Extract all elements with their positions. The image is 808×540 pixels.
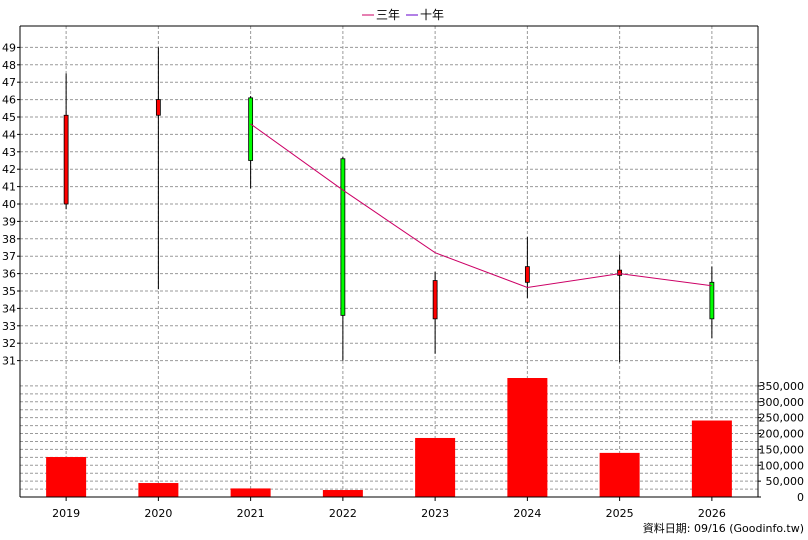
plot-frame [19,25,759,498]
price-tick-label: 33 [2,320,16,333]
x-tick-label: 2019 [52,507,80,520]
x-tick-label: 2021 [237,507,265,520]
price-tick-label: 48 [2,59,16,72]
volume-tick-label: 200,000 [759,428,805,441]
volume-tick-label: 100,000 [759,459,805,472]
x-tick-label: 2022 [329,507,357,520]
volume-tick-label: 0 [797,491,804,504]
x-tick-label: 2023 [421,507,449,520]
candle-body [432,280,438,320]
volume-bar [599,452,640,497]
footer-data-date: 資料日期: 09/16 (Goodinfo.tw) [643,521,804,535]
candle-body [709,281,715,320]
volume-bar [415,437,456,497]
price-tick-label: 38 [2,233,16,246]
volume-tick-label: 250,000 [759,412,805,425]
price-tick-label: 32 [2,337,16,350]
volume-bars [46,378,732,497]
price-tick-label: 45 [2,111,16,124]
price-tick-label: 31 [2,355,16,368]
volume-bar [46,457,87,497]
price-tick-label: 34 [2,302,16,315]
price-axis-labels: 31 32 33 34 35 36 37 38 39 40 41 42 43 44 45 46 47 48 49 [2,41,20,368]
x-tick-label: 2024 [513,507,541,520]
volume-tick-label: 300,000 [759,396,805,409]
volume-bar [691,420,732,497]
volume-tick-label: 150,000 [759,443,805,456]
price-tick-label: 46 [2,94,16,107]
candle-body [63,114,69,205]
legend-label-three-year: 三年 [376,8,400,22]
candles [63,47,715,363]
candle-body [524,266,530,283]
volume-bar [138,483,179,497]
price-tick-label: 44 [2,128,16,141]
candle-body [617,269,623,276]
grid [20,26,758,497]
legend: 三年 十年 [362,8,444,22]
price-tick-label: 40 [2,198,16,211]
price-tick-label: 43 [2,146,16,159]
volume-bar [230,488,271,497]
price-tick-label: 47 [2,76,16,89]
three-year-line [250,123,712,289]
candle-body [248,97,254,161]
volume-bar [507,378,548,497]
x-axis-labels: 2019 2020 2021 2022 2023 2024 2025 2026 [52,497,726,520]
price-tick-label: 49 [2,41,16,54]
volume-tick-label: 350,000 [759,380,805,393]
legend-label-ten-year: 十年 [420,8,444,22]
candle-body [340,158,346,316]
price-tick-label: 42 [2,163,16,176]
volume-bar [322,490,363,497]
trend-lines [250,123,712,289]
price-tick-label: 39 [2,215,16,228]
x-tick-label: 2020 [144,507,172,520]
volume-tick-label: 50,000 [766,475,805,488]
x-tick-label: 2025 [606,507,634,520]
candle-body [155,99,161,116]
x-tick-label: 2026 [698,507,726,520]
price-tick-label: 37 [2,250,16,263]
price-tick-label: 41 [2,181,16,194]
price-tick-label: 35 [2,285,16,298]
price-tick-label: 36 [2,268,16,281]
volume-axis-labels: 0 50,000 100,000 150,000 200,000 250,000 300,0… [758,380,804,504]
